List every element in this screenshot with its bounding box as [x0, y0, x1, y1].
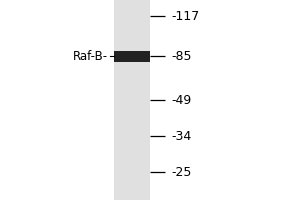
Text: -25: -25 [171, 166, 191, 178]
Text: Raf-B-: Raf-B- [73, 49, 108, 62]
Bar [114, 50, 150, 62]
Text: -34: -34 [171, 130, 191, 142]
Text: -49: -49 [171, 94, 191, 106]
Bar [114, 0, 150, 200]
Text: -117: -117 [171, 9, 199, 22]
Text: -85: -85 [171, 49, 191, 62]
